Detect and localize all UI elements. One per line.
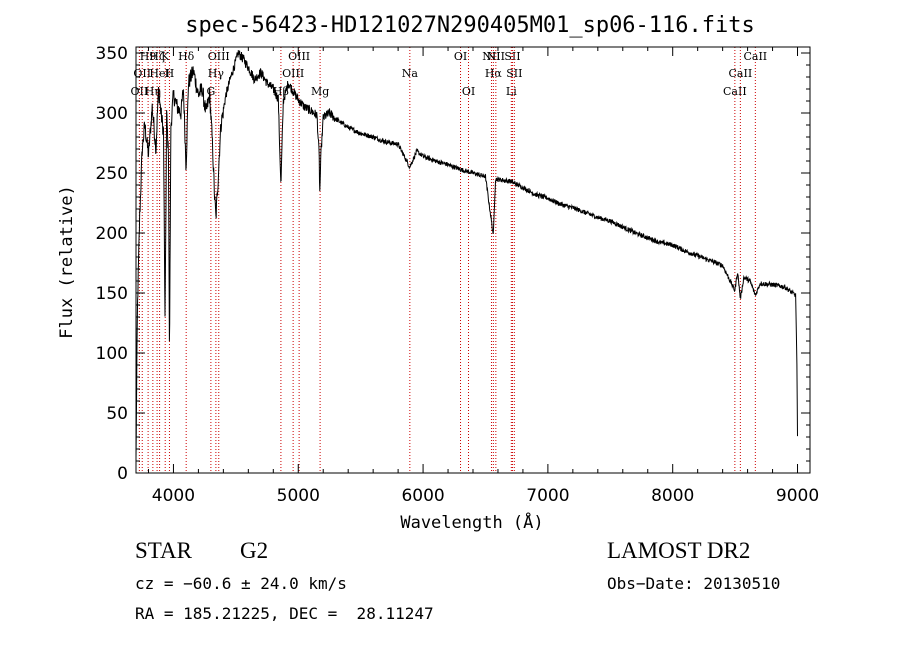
- y-tick-label: 200: [96, 224, 128, 244]
- spectral-line-label: K: [161, 50, 170, 63]
- spectral-line-label: Li: [506, 85, 517, 98]
- redshift-velocity: cz = −60.6 ± 24.0 km/s: [135, 574, 347, 593]
- x-tick-label: 7000: [526, 486, 569, 506]
- y-tick-label: 300: [96, 104, 128, 124]
- spectral-line-label: SII: [506, 67, 522, 80]
- spectral-line-markers: OIIOIIH9HηHζHeIKHHδGHγOIIIHβOIIIOIIIMgNa…: [131, 47, 767, 473]
- x-axis-ticks: 4000 5000 6000 7000 8000 9000: [147, 47, 819, 506]
- spectral-subclass: G2: [240, 538, 269, 563]
- y-axis-label: Flux (relative): [57, 185, 77, 339]
- y-axis-ticks: 0 50 100 150 200 250 300 350: [96, 44, 810, 484]
- object-class: STAR: [135, 538, 192, 563]
- x-tick-label: 4000: [152, 486, 195, 506]
- survey-name: LAMOST DR2: [607, 538, 751, 563]
- x-tick-label: 9000: [776, 486, 819, 506]
- spectral-line-label: Hγ: [208, 67, 225, 80]
- spectral-line-label: OII: [131, 85, 149, 98]
- x-tick-label: 5000: [277, 486, 320, 506]
- observation-date: Obs−Date: 20130510: [607, 574, 781, 593]
- spectral-line-label: HeI: [149, 67, 169, 80]
- spectral-line-label: Hη: [145, 85, 161, 98]
- spectral-line-label: SII: [504, 50, 520, 63]
- spectral-line-label: NII: [487, 50, 505, 63]
- spectral-line-label: OIII: [282, 67, 304, 80]
- spectral-line-label: CaII: [743, 50, 767, 63]
- spectral-line-label: H: [165, 67, 175, 80]
- y-tick-label: 0: [117, 464, 128, 484]
- spectral-line-label: Na: [402, 67, 419, 80]
- y-tick-label: 100: [96, 344, 128, 364]
- x-axis-label: Wavelength (Å): [400, 511, 543, 533]
- spectral-line-label: CaII: [729, 67, 753, 80]
- chart-title: spec-56423-HD121027N290405M01_sp06-116.f…: [185, 13, 755, 38]
- spectrum-chart: spec-56423-HD121027N290405M01_sp06-116.f…: [57, 13, 819, 533]
- spectral-line-label: Mg: [311, 85, 329, 98]
- spectral-line-label: OIII: [208, 50, 230, 63]
- spectral-line-label: OIII: [288, 50, 310, 63]
- spectral-line-label: Hα: [485, 67, 503, 80]
- spectrum-line: [135, 50, 798, 459]
- y-tick-label: 50: [106, 404, 128, 424]
- spectral-line-label: CaII: [723, 85, 747, 98]
- x-tick-label: 8000: [651, 486, 694, 506]
- y-tick-label: 250: [96, 164, 128, 184]
- y-tick-label: 350: [96, 44, 128, 64]
- coordinates: RA = 185.21225, DEC = 28.11247: [135, 604, 434, 623]
- spectral-line-label: Hζ: [149, 50, 165, 63]
- spectral-line-label: G: [206, 85, 215, 98]
- spectral-line-label: OI: [454, 50, 467, 63]
- y-tick-label: 150: [96, 284, 128, 304]
- spectral-line-label: OI: [462, 85, 475, 98]
- spectral-line-label: Hδ: [178, 50, 195, 63]
- x-tick-label: 6000: [401, 486, 444, 506]
